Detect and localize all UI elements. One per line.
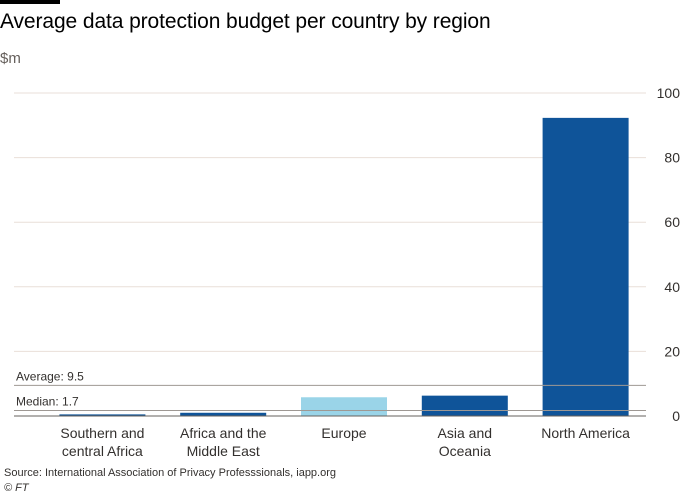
header-rule xyxy=(0,0,60,4)
x-tick-label: central Africa xyxy=(62,443,143,459)
bar xyxy=(542,117,629,416)
bar xyxy=(180,412,267,416)
x-tick-label: Middle East xyxy=(187,443,260,459)
y-tick-label: 0 xyxy=(672,408,680,424)
chart-footer: Source: International Association of Pri… xyxy=(4,466,336,496)
x-tick-label: Africa and the xyxy=(180,425,267,441)
x-tick-label: Oceania xyxy=(439,443,491,459)
chart-title: Average data protection budget per count… xyxy=(0,10,491,33)
bar xyxy=(301,397,387,416)
unit-label: $m xyxy=(0,50,21,67)
x-tick-label: Asia and xyxy=(438,425,492,441)
y-tick-label: 60 xyxy=(664,214,680,230)
source-note: Source: International Association of Pri… xyxy=(4,467,337,479)
bar xyxy=(59,414,146,416)
reference-line-label: Average: 9.5 xyxy=(16,369,84,383)
y-tick-label: 20 xyxy=(664,343,680,359)
x-tick-label: North America xyxy=(541,425,630,441)
y-tick-label: 40 xyxy=(664,279,680,295)
y-tick-label: 80 xyxy=(664,150,680,166)
bar xyxy=(421,395,508,416)
reference-line-label: Median: 1.7 xyxy=(16,395,79,409)
y-tick-label: 100 xyxy=(657,85,681,101)
x-tick-label: Southern and xyxy=(60,425,144,441)
x-tick-label: Europe xyxy=(321,425,366,441)
copyright-note: © FT xyxy=(4,482,29,494)
